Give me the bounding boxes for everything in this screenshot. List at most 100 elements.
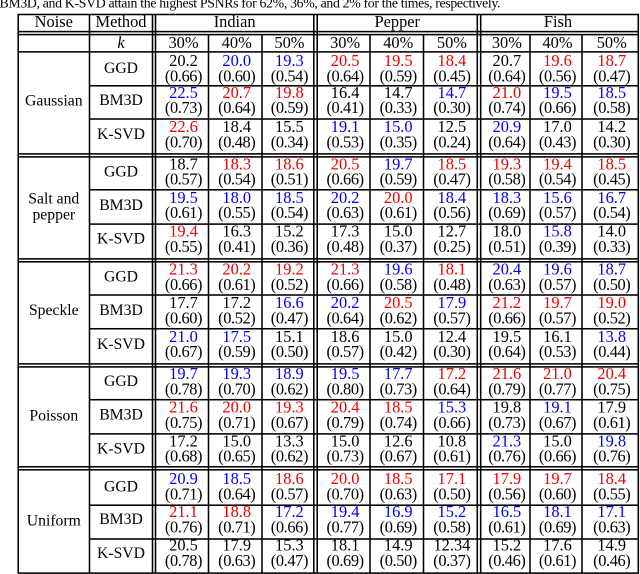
svg-text:20.0: 20.0 bbox=[222, 397, 251, 416]
svg-text:Gaussian: Gaussian bbox=[25, 93, 83, 110]
svg-text:(0.50): (0.50) bbox=[271, 342, 308, 361]
svg-text:17.1: 17.1 bbox=[597, 502, 626, 521]
svg-text:19.3: 19.3 bbox=[275, 397, 304, 416]
svg-text:20.0: 20.0 bbox=[222, 51, 251, 70]
svg-text:15.0: 15.0 bbox=[384, 222, 413, 241]
svg-text:18.4: 18.4 bbox=[438, 51, 467, 70]
svg-text:(0.63): (0.63) bbox=[593, 517, 630, 536]
svg-text:(0.64): (0.64) bbox=[326, 308, 363, 327]
svg-text:(0.57): (0.57) bbox=[539, 308, 576, 327]
svg-text:(0.62): (0.62) bbox=[271, 447, 308, 466]
svg-text:18.1: 18.1 bbox=[331, 536, 360, 555]
svg-text:18.5: 18.5 bbox=[384, 397, 413, 416]
svg-text:12.7: 12.7 bbox=[438, 222, 467, 241]
svg-text:19.6: 19.6 bbox=[384, 260, 413, 279]
svg-text:(0.73): (0.73) bbox=[165, 98, 202, 117]
svg-text:(0.55): (0.55) bbox=[165, 237, 202, 256]
svg-text:12.5: 12.5 bbox=[438, 117, 467, 136]
svg-text:(0.69): (0.69) bbox=[380, 517, 417, 536]
svg-text:50%: 50% bbox=[274, 33, 304, 52]
svg-text:(0.30): (0.30) bbox=[433, 342, 470, 361]
svg-text:(0.62): (0.62) bbox=[271, 379, 308, 398]
svg-text:(0.60): (0.60) bbox=[218, 66, 255, 85]
svg-text:Noise: Noise bbox=[35, 12, 73, 31]
svg-text:19.2: 19.2 bbox=[275, 260, 304, 279]
svg-text:18.3: 18.3 bbox=[493, 188, 522, 207]
svg-text:19.8: 19.8 bbox=[597, 431, 626, 450]
svg-text:(0.74): (0.74) bbox=[380, 413, 417, 432]
svg-text:(0.58): (0.58) bbox=[488, 170, 525, 189]
svg-text:12.4: 12.4 bbox=[438, 327, 467, 346]
svg-text:40%: 40% bbox=[222, 33, 252, 52]
svg-text:20.4: 20.4 bbox=[493, 260, 522, 279]
svg-text:15.0: 15.0 bbox=[543, 431, 572, 450]
svg-text:19.5: 19.5 bbox=[169, 188, 198, 207]
svg-text:(0.77): (0.77) bbox=[539, 379, 576, 398]
svg-text:(0.59): (0.59) bbox=[218, 342, 255, 361]
svg-text:19.3: 19.3 bbox=[493, 154, 522, 173]
svg-text:15.5: 15.5 bbox=[275, 117, 304, 136]
svg-text:(0.65): (0.65) bbox=[218, 447, 255, 466]
svg-text:(0.66): (0.66) bbox=[326, 275, 363, 294]
svg-text:(0.58): (0.58) bbox=[433, 517, 470, 536]
svg-text:13.3: 13.3 bbox=[275, 431, 304, 450]
svg-text:19.8: 19.8 bbox=[275, 83, 304, 102]
svg-text:19.7: 19.7 bbox=[543, 469, 572, 488]
svg-text:(0.61): (0.61) bbox=[165, 203, 202, 222]
svg-text:16.9: 16.9 bbox=[384, 502, 413, 521]
svg-text:19.4: 19.4 bbox=[331, 502, 360, 521]
svg-text:K-SVD: K-SVD bbox=[97, 336, 145, 353]
svg-text:20.2: 20.2 bbox=[331, 188, 360, 207]
svg-text:18.4: 18.4 bbox=[438, 188, 467, 207]
svg-text:20.9: 20.9 bbox=[169, 469, 198, 488]
svg-text:15.6: 15.6 bbox=[543, 188, 572, 207]
svg-text:20.2: 20.2 bbox=[222, 260, 251, 279]
svg-text:(0.34): (0.34) bbox=[271, 132, 308, 151]
svg-text:19.0: 19.0 bbox=[597, 293, 626, 312]
svg-text:18.6: 18.6 bbox=[275, 469, 304, 488]
svg-text:18.7: 18.7 bbox=[597, 51, 626, 70]
svg-text:(0.75): (0.75) bbox=[165, 413, 202, 432]
svg-text:(0.61): (0.61) bbox=[488, 517, 525, 536]
svg-text:13.8: 13.8 bbox=[597, 327, 626, 346]
svg-text:18.8: 18.8 bbox=[222, 502, 251, 521]
svg-text:19.5: 19.5 bbox=[331, 364, 360, 383]
svg-text:(0.41): (0.41) bbox=[218, 237, 255, 256]
svg-text:(0.59): (0.59) bbox=[380, 66, 417, 85]
svg-text:16.1: 16.1 bbox=[543, 327, 572, 346]
svg-text:20.5: 20.5 bbox=[384, 293, 413, 312]
svg-text:14.9: 14.9 bbox=[384, 536, 413, 555]
svg-text:(0.48): (0.48) bbox=[326, 237, 363, 256]
svg-text:(0.80): (0.80) bbox=[326, 379, 363, 398]
svg-text:(0.67): (0.67) bbox=[165, 342, 202, 361]
svg-text:40%: 40% bbox=[383, 33, 413, 52]
svg-text:(0.69): (0.69) bbox=[488, 203, 525, 222]
svg-text:17.7: 17.7 bbox=[169, 293, 198, 312]
svg-text:17.9: 17.9 bbox=[597, 397, 626, 416]
svg-text:(0.63): (0.63) bbox=[380, 485, 417, 504]
svg-text:17.2: 17.2 bbox=[275, 502, 304, 521]
svg-text:Salt and: Salt and bbox=[28, 190, 79, 207]
svg-text:(0.51): (0.51) bbox=[271, 170, 308, 189]
svg-text:(0.47): (0.47) bbox=[271, 308, 308, 327]
svg-text:14.7: 14.7 bbox=[438, 83, 467, 102]
svg-text:19.1: 19.1 bbox=[543, 397, 572, 416]
svg-text:21.3: 21.3 bbox=[493, 431, 522, 450]
svg-text:(0.61): (0.61) bbox=[539, 551, 576, 570]
svg-text:40%: 40% bbox=[542, 33, 572, 52]
svg-text:17.9: 17.9 bbox=[438, 293, 467, 312]
svg-text:18.0: 18.0 bbox=[222, 188, 251, 207]
svg-text:17.9: 17.9 bbox=[493, 469, 522, 488]
svg-text:pepper: pepper bbox=[32, 207, 75, 224]
svg-text:(0.47): (0.47) bbox=[271, 551, 308, 570]
svg-text:Uniform: Uniform bbox=[27, 513, 81, 530]
svg-text:17.2: 17.2 bbox=[169, 431, 198, 450]
svg-text:18.1: 18.1 bbox=[438, 260, 467, 279]
svg-text:(0.45): (0.45) bbox=[433, 66, 470, 85]
svg-text:(0.62): (0.62) bbox=[380, 308, 417, 327]
svg-text:10.8: 10.8 bbox=[438, 431, 467, 450]
svg-text:15.0: 15.0 bbox=[384, 327, 413, 346]
svg-text:(0.64): (0.64) bbox=[218, 98, 255, 117]
svg-text:(0.50): (0.50) bbox=[380, 551, 417, 570]
svg-text:20.7: 20.7 bbox=[493, 51, 522, 70]
